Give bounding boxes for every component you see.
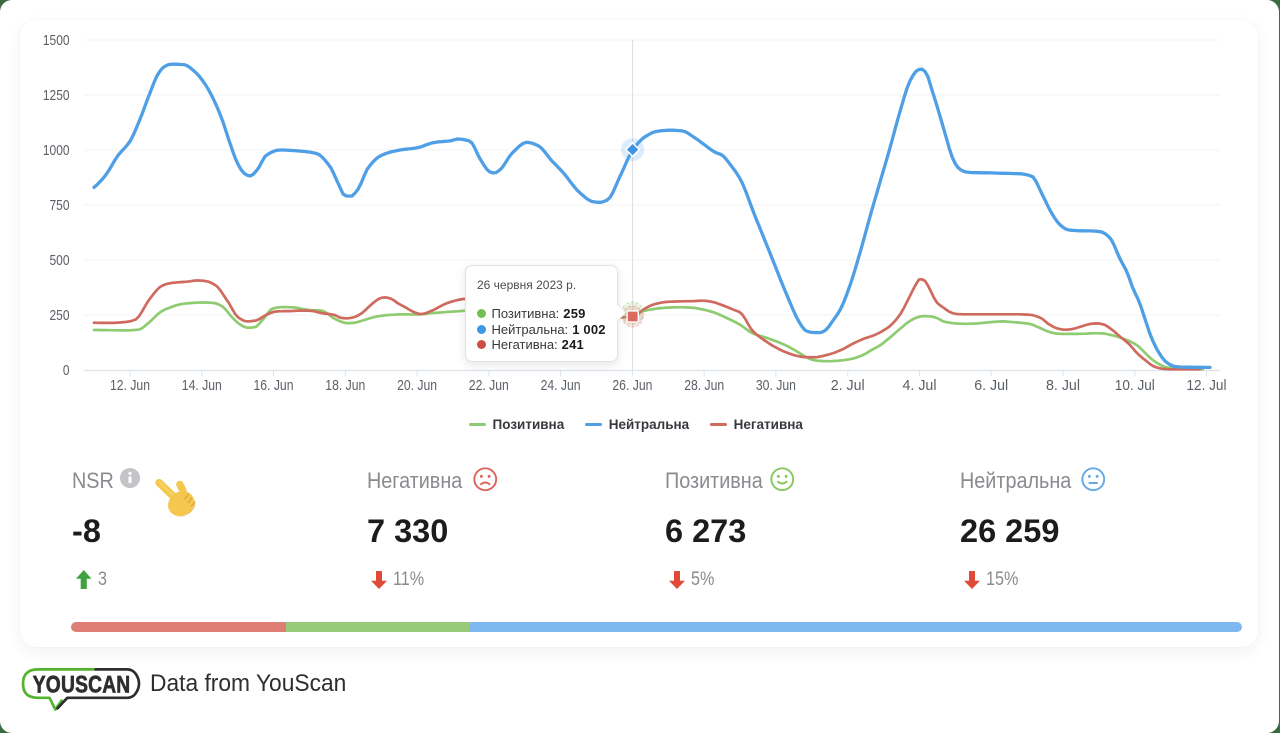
svg-text:12. Jul: 12. Jul — [1187, 377, 1227, 394]
svg-text:0: 0 — [63, 362, 70, 379]
svg-text:6. Jul: 6. Jul — [974, 377, 1008, 394]
svg-text:14. Jun: 14. Jun — [182, 377, 222, 394]
svg-text:750: 750 — [50, 197, 70, 214]
svg-text:1250: 1250 — [43, 87, 70, 104]
svg-text:YOUSCAN: YOUSCAN — [33, 670, 131, 698]
svg-text:1000: 1000 — [43, 142, 70, 159]
svg-text:4. Jul: 4. Jul — [903, 377, 937, 394]
svg-text:18. Jun: 18. Jun — [325, 377, 365, 394]
svg-text:20. Jun: 20. Jun — [397, 377, 437, 394]
svg-text:8. Jul: 8. Jul — [1046, 377, 1080, 394]
svg-text:10. Jul: 10. Jul — [1115, 377, 1155, 394]
svg-text:24. Jun: 24. Jun — [541, 377, 581, 394]
svg-text:26. Jun: 26. Jun — [612, 377, 652, 394]
svg-text:2. Jul: 2. Jul — [831, 377, 865, 394]
svg-text:28. Jun: 28. Jun — [684, 377, 724, 394]
svg-text:22. Jun: 22. Jun — [469, 377, 509, 394]
svg-text:12. Jun: 12. Jun — [110, 377, 150, 394]
svg-text:16. Jun: 16. Jun — [254, 377, 294, 394]
svg-text:1500: 1500 — [43, 32, 70, 49]
svg-text:250: 250 — [50, 307, 70, 324]
svg-text:30. Jun: 30. Jun — [756, 377, 796, 394]
svg-text:500: 500 — [50, 252, 70, 269]
